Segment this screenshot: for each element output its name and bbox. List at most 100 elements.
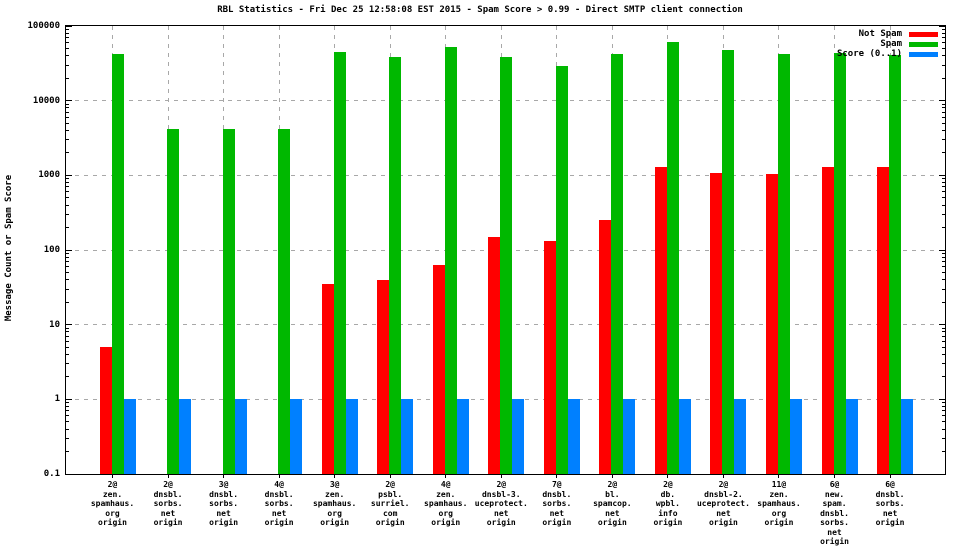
y-minor-tick (942, 288, 945, 290)
bar-score-0-1- (345, 399, 358, 474)
y-minor-tick (66, 178, 69, 180)
x-tick-label-line: origin (209, 518, 239, 527)
bar-score-0-1- (678, 399, 691, 474)
x-tick-label-line: psbl. (378, 489, 403, 499)
x-tick-label-line: 4@ (274, 480, 284, 489)
x-tick-label-line: origin (875, 518, 905, 527)
x-tick-label-line: com (382, 508, 398, 518)
x-tick-label-line: uceprotect. (696, 499, 750, 508)
x-tick (500, 475, 502, 478)
x-tick-label-line: origin (98, 518, 127, 527)
y-minor-tick (66, 428, 69, 430)
bar-not-spam (821, 166, 834, 474)
x-tick-label-line: dnsbl. (875, 489, 905, 499)
legend-swatch (909, 41, 938, 47)
legend-row-score-0-1-: Score (0..1) (837, 49, 938, 59)
x-tick-label-line: origin (708, 518, 738, 527)
x-tick (278, 475, 280, 478)
y-minor-tick (942, 182, 945, 184)
y-minor-tick (66, 376, 69, 378)
y-major-tick (66, 25, 72, 27)
x-tick-label-line: sorbs. (820, 518, 849, 527)
y-minor-tick (942, 197, 945, 199)
x-tick-label-line: zen. (769, 489, 789, 499)
y-minor-tick (942, 266, 945, 268)
x-tick-label-line: origin (375, 518, 405, 527)
legend-label: Score (0..1) (836, 49, 902, 59)
x-tick-label-line: 2@ (607, 480, 618, 489)
chart-title: RBL Statistics - Fri Dec 25 12:58:08 EST… (217, 5, 743, 15)
x-tick (611, 475, 613, 478)
y-minor-tick (942, 279, 945, 281)
x-tick-label-line: spamhaus. (424, 499, 468, 508)
bar-not-spam (488, 236, 501, 474)
y-tick-label: 100 (43, 245, 60, 255)
x-tick-label-line: net (716, 508, 731, 518)
x-tick-label-line: 2@ (496, 480, 507, 489)
bar-spam (333, 51, 346, 474)
x-tick-label-line: 3@ (218, 480, 229, 489)
y-minor-tick (942, 340, 945, 342)
x-tick (445, 475, 447, 478)
y-minor-tick (66, 107, 69, 109)
y-minor-tick (942, 213, 945, 215)
x-tick-label-line: dnsbl-2. (704, 489, 743, 499)
x-tick-label-line: sorbs. (542, 499, 572, 508)
y-minor-tick (66, 55, 69, 57)
x-tick-label: 2@ psbl. surriel. com origin (371, 480, 410, 528)
legend-row-spam: Spam (880, 39, 938, 49)
x-tick-label-line: dnsbl. (542, 489, 572, 499)
x-tick-label-line: net (827, 527, 842, 537)
bar-score-0-1- (789, 399, 802, 474)
x-tick-label-line: surriel. (370, 499, 410, 508)
x-tick-label-line: org (327, 508, 342, 518)
y-minor-tick (942, 451, 945, 453)
y-minor-tick (942, 353, 945, 355)
y-minor-tick (942, 107, 945, 109)
y-minor-tick (66, 213, 69, 215)
x-tick-label-line: origin (264, 518, 294, 527)
bar-score-0-1- (567, 399, 580, 474)
y-minor-tick (942, 116, 945, 118)
x-tick-label-line: org (771, 508, 787, 518)
legend-row-not-spam: Not Spam (859, 29, 938, 39)
x-tick-label: 7@ dnsbl. sorbs. net origin (542, 480, 571, 528)
y-minor-tick (66, 256, 69, 258)
y-tick-label: 1 (54, 394, 60, 405)
x-tick-label-line: 7@ (551, 480, 562, 489)
x-tick-label-line: dnsbl. (820, 508, 849, 518)
y-minor-tick (66, 421, 69, 423)
plot-area: 100000 10000 1000 100 10 1 0.1 2@ zen. spamhaus. o… (27, 21, 946, 546)
x-tick-label-line: 2@ (663, 480, 673, 489)
x-tick-label: 4@ zen. spamhaus. org origin (424, 480, 467, 528)
y-minor-tick (942, 129, 945, 131)
x-tick-label-line: 6@ (829, 480, 840, 489)
x-tick-label-line: uceprotect. (474, 499, 528, 508)
x-tick-label-line: 2@ (718, 480, 729, 489)
x-tick-label-line: dnsbl. (153, 489, 183, 499)
y-tick-label: 10000 (32, 95, 60, 106)
y-minor-tick (942, 122, 945, 124)
y-minor-tick (942, 271, 945, 273)
x-tick (112, 475, 113, 478)
x-tick-label-line: origin (431, 518, 461, 527)
y-major-tick (66, 100, 72, 102)
y-minor-tick (66, 32, 69, 34)
y-major-tick (939, 324, 945, 326)
bar-score-0-1- (845, 399, 858, 474)
y-minor-tick (66, 197, 69, 199)
y-minor-tick (942, 32, 945, 34)
x-tick (389, 475, 391, 478)
bar-not-spam (377, 279, 390, 474)
y-minor-tick (942, 256, 945, 258)
y-minor-tick (942, 64, 945, 66)
bar-not-spam (877, 166, 890, 474)
bar-spam (500, 57, 513, 474)
y-major-tick (939, 398, 945, 400)
y-minor-tick (66, 288, 69, 290)
y-minor-tick (66, 402, 69, 404)
x-tick-label-line: 4@ (440, 480, 451, 489)
y-minor-tick (66, 363, 69, 365)
bar-spam (111, 54, 124, 474)
x-tick-label-line: net (271, 508, 287, 518)
